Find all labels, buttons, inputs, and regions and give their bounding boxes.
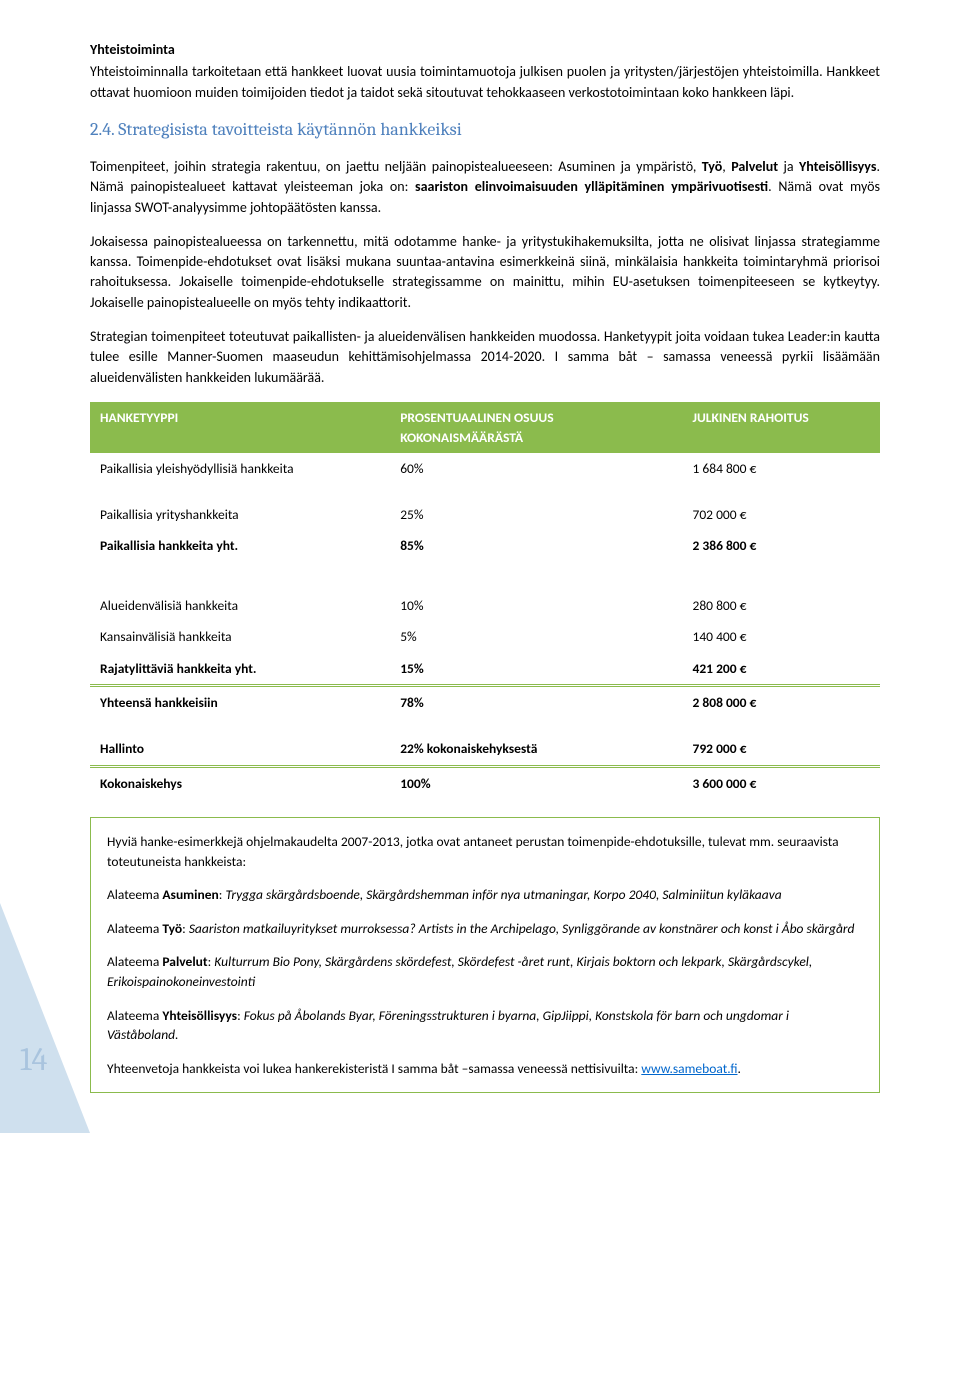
text: Alateema <box>107 1007 162 1024</box>
cell: 792 000 € <box>682 733 880 766</box>
text: KOKONAISMÄÄRÄSTÄ <box>400 429 523 446</box>
paragraph-painopistealueet: Toimenpiteet, joihin strategia rakentuu,… <box>90 157 880 218</box>
cell: Hallinto <box>90 733 390 766</box>
cell: 2 386 800 € <box>682 530 880 576</box>
th-osuus: PROSENTUAALINEN OSUUS KOKONAISMÄÄRÄSTÄ <box>390 402 682 453</box>
examples-callout-box: Hyviä hanke-esimerkkejä ohjelmakaudelta … <box>90 817 880 1093</box>
callout-yhteisollisyys: Alateema Yhteisöllisyys: Fokus på Åbolan… <box>107 1006 863 1045</box>
paragraph-yhteistoiminta: Yhteistoiminnalla tarkoitetaan että hank… <box>90 62 880 103</box>
section-title-yhteistoiminta: Yhteistoiminta <box>90 40 880 60</box>
cell: 5% <box>390 621 682 653</box>
cell: 421 200 € <box>682 653 880 686</box>
paragraph-toimenpide: Jokaisessa painopistealueessa on tarkenn… <box>90 232 880 313</box>
text: Alateema <box>107 920 162 937</box>
callout-tyo: Alateema Työ: Saariston matkailuyritykse… <box>107 919 863 939</box>
cell: Paikallisia yleishyödyllisiä hankkeita <box>90 453 390 485</box>
text: , <box>693 158 702 175</box>
text: ja <box>778 158 799 175</box>
bold-yhteisollisyys: Yhteisöllisyys <box>799 158 876 175</box>
sameboat-link[interactable]: www.sameboat.fi <box>641 1060 737 1077</box>
cell: Kansainvälisiä hankkeita <box>90 621 390 653</box>
paragraph-strategian: Strategian toimenpiteet toteutuvat paika… <box>90 327 880 388</box>
text: . <box>738 1060 741 1077</box>
text: Alateema <box>107 886 162 903</box>
table-header-row: HANKETYYPPI PROSENTUAALINEN OSUUS KOKONA… <box>90 402 880 453</box>
cell: 15% <box>390 653 682 686</box>
bold-tyo: Työ <box>162 920 182 937</box>
table-row: Paikallisia yrityshankkeita 25% 702 000 … <box>90 485 880 531</box>
bold-palvelut: Palvelut <box>731 158 778 175</box>
text: , <box>722 158 731 175</box>
cell: 280 800 € <box>682 576 880 622</box>
cell: 1 684 800 € <box>682 453 880 485</box>
text: Alateema <box>107 953 162 970</box>
table-row: Paikallisia yleishyödyllisiä hankkeita 6… <box>90 453 880 485</box>
callout-asuminen: Alateema Asuminen: Trygga skärgårdsboend… <box>107 885 863 905</box>
cell: Rajatylittäviä hankkeita yht. <box>90 653 390 686</box>
table-row: Rajatylittäviä hankkeita yht. 15% 421 20… <box>90 653 880 686</box>
cell: 78% <box>390 686 682 733</box>
cell: 22% kokonaiskehyksestä <box>390 733 682 766</box>
cell: 2 808 000 € <box>682 686 880 733</box>
th-hanketyyppi: HANKETYYPPI <box>90 402 390 453</box>
table-row: Paikallisia hankkeita yht. 85% 2 386 800… <box>90 530 880 576</box>
th-rahoitus: JULKINEN RAHOITUS <box>682 402 880 453</box>
table-row: Yhteensä hankkeisiin 78% 2 808 000 € <box>90 686 880 733</box>
cell: 100% <box>390 766 682 799</box>
cell: 85% <box>390 530 682 576</box>
text: Yhteenvetoja hankkeista voi lukea hanker… <box>107 1060 641 1077</box>
bold-palvelut: Palvelut <box>162 953 207 970</box>
callout-link-para: Yhteenvetoja hankkeista voi lukea hanker… <box>107 1059 863 1079</box>
text: Toimenpiteet, joihin strategia rakentuu,… <box>90 158 693 175</box>
italic-tyo-list: Saariston matkailuyritykset murroksessa?… <box>189 920 855 937</box>
cell: 140 400 € <box>682 621 880 653</box>
text: : <box>237 1007 244 1024</box>
italic-asuminen-list: Trygga skärgårdsboende, Skärgårdshemman … <box>225 886 781 903</box>
bold-yhteisollisyys: Yhteisöllisyys <box>162 1007 237 1024</box>
funding-table: HANKETYYPPI PROSENTUAALINEN OSUUS KOKONA… <box>90 402 880 799</box>
bold-elinvoimaisuus: saariston elinvoimaisuuden ylläpitäminen… <box>415 178 768 195</box>
bold-tyo: Työ <box>702 158 723 175</box>
bold-asuminen: Asuminen <box>162 886 218 903</box>
table-row: Hallinto 22% kokonaiskehyksestä 792 000 … <box>90 733 880 766</box>
cell: Paikallisia yrityshankkeita <box>90 485 390 531</box>
page-number: 14 <box>20 1037 47 1083</box>
text: PROSENTUAALINEN OSUUS <box>400 409 553 426</box>
cell: 25% <box>390 485 682 531</box>
cell: Yhteensä hankkeisiin <box>90 686 390 733</box>
cell: Paikallisia hankkeita yht. <box>90 530 390 576</box>
callout-intro: Hyviä hanke-esimerkkejä ohjelmakaudelta … <box>107 832 863 871</box>
cell: 10% <box>390 576 682 622</box>
table-row: Kansainvälisiä hankkeita 5% 140 400 € <box>90 621 880 653</box>
cell: 60% <box>390 453 682 485</box>
cell: 3 600 000 € <box>682 766 880 799</box>
cell: Kokonaiskehys <box>90 766 390 799</box>
heading-2-4: 2.4. Strategisista tavoitteista käytännö… <box>90 117 880 143</box>
table-row: Kokonaiskehys 100% 3 600 000 € <box>90 766 880 799</box>
table-row: Alueidenvälisiä hankkeita 10% 280 800 € <box>90 576 880 622</box>
text: : <box>182 920 189 937</box>
callout-palvelut: Alateema Palvelut: Kulturrum Bio Pony, S… <box>107 952 863 991</box>
cell: Alueidenvälisiä hankkeita <box>90 576 390 622</box>
page-corner-decoration <box>0 903 90 1133</box>
cell: 702 000 € <box>682 485 880 531</box>
